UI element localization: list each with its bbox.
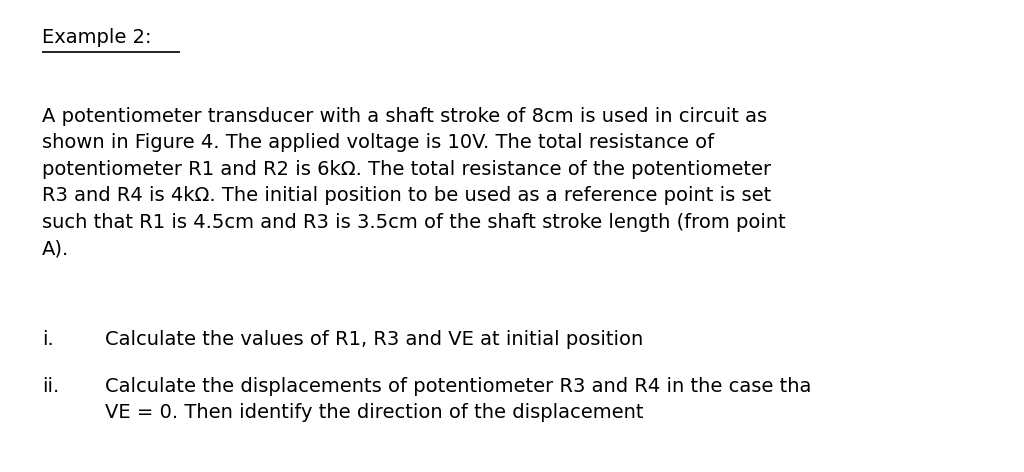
Text: shown in Figure 4. The applied voltage is 10V. The total resistance of: shown in Figure 4. The applied voltage i… (42, 134, 714, 152)
Text: Example 2:: Example 2: (42, 28, 152, 47)
Text: potentiometer R1 and R2 is 6kΩ. The total resistance of the potentiometer: potentiometer R1 and R2 is 6kΩ. The tota… (42, 160, 771, 179)
Text: i.: i. (42, 330, 53, 349)
Text: such that R1 is 4.5cm and R3 is 3.5cm of the shaft stroke length (from point: such that R1 is 4.5cm and R3 is 3.5cm of… (42, 213, 785, 232)
Text: A potentiometer transducer with a shaft stroke of 8cm is used in circuit as: A potentiometer transducer with a shaft … (42, 107, 767, 126)
Text: Calculate the displacements of potentiometer R3 and R4 in the case tha
VE = 0. T: Calculate the displacements of potentiom… (105, 377, 811, 422)
Text: Calculate the values of R1, R3 and VE at initial position: Calculate the values of R1, R3 and VE at… (105, 330, 643, 349)
Text: ii.: ii. (42, 377, 59, 396)
Text: R3 and R4 is 4kΩ. The initial position to be used as a reference point is set: R3 and R4 is 4kΩ. The initial position t… (42, 186, 771, 205)
Text: A).: A). (42, 239, 70, 259)
